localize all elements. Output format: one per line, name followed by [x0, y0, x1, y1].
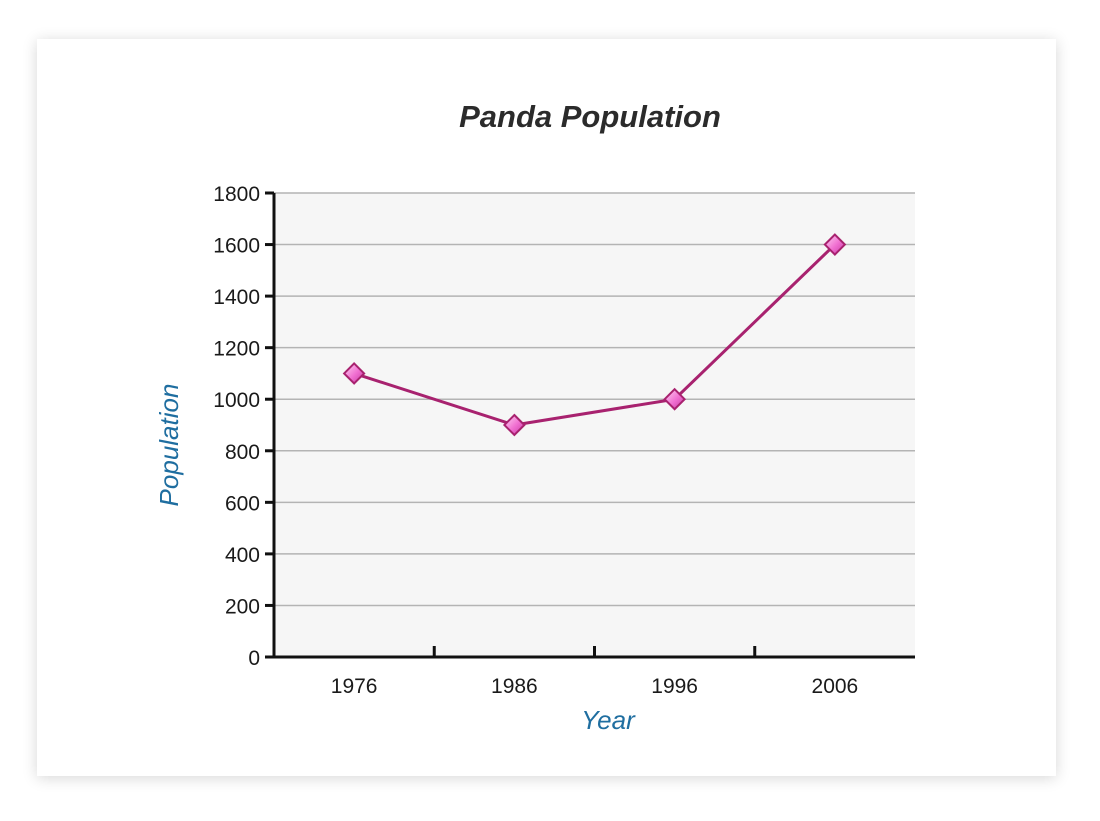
data-point-marker: [502, 413, 526, 437]
y-tick-label: 600: [225, 492, 260, 515]
y-tick-label: 1400: [213, 286, 260, 309]
x-axis-label: Year: [581, 705, 636, 735]
x-axis-ticks: 1976 1986 1996 2006: [331, 646, 858, 698]
y-tick-label: 0: [248, 647, 260, 670]
x-tick-label: 2006: [812, 675, 859, 698]
series-line: [353, 243, 836, 427]
data-point-marker: [342, 362, 366, 385]
y-tick-label: 1600: [213, 235, 260, 258]
y-axis-ticks: 0 200 400 600 800 1000 1200 1400 1600 1800: [213, 183, 274, 670]
x-tick-label: 1986: [491, 675, 538, 698]
plot-area: [274, 193, 915, 657]
y-axis-label: Population: [154, 384, 184, 507]
data-point-marker: [663, 387, 687, 411]
y-tick-label: 400: [225, 544, 260, 567]
y-tick-label: 1000: [213, 389, 260, 412]
x-tick-label: 1976: [331, 675, 378, 698]
data-point-marker: [823, 233, 847, 256]
chart-title: Panda Population: [459, 99, 721, 134]
y-tick-label: 1200: [213, 338, 260, 361]
y-tick-label: 800: [225, 441, 260, 464]
gridlines: [274, 192, 915, 607]
x-tick-label: 1996: [651, 675, 698, 698]
series-layer: [342, 233, 847, 437]
y-tick-label: 1800: [213, 183, 260, 206]
y-tick-label: 200: [225, 595, 260, 618]
